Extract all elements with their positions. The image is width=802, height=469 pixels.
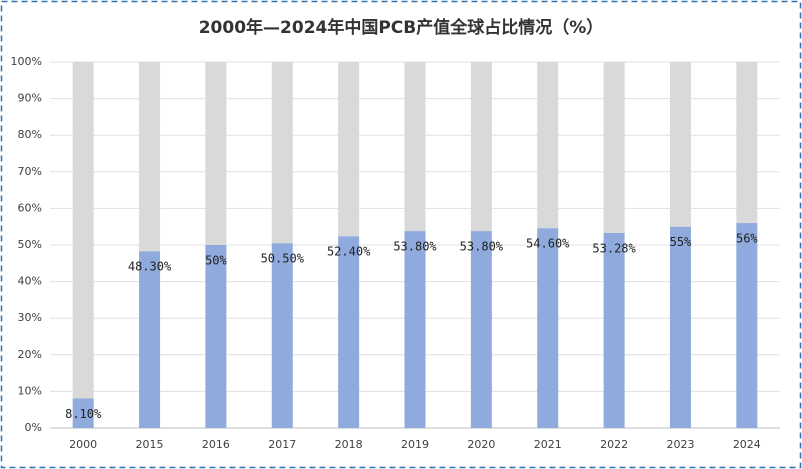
y-tick-label: 0%	[25, 421, 42, 434]
x-tick-label: 2000	[69, 438, 97, 451]
x-tick-label: 2020	[467, 438, 495, 451]
bar-segment	[470, 231, 492, 428]
x-tick-label: 2016	[202, 438, 230, 451]
data-label: 56%	[736, 232, 758, 246]
bar-segment	[338, 236, 360, 428]
bar-segment	[139, 62, 161, 252]
x-tick-label: 2024	[733, 438, 761, 451]
bar-segment	[603, 62, 625, 233]
bar-segment	[72, 398, 94, 428]
bar-segment	[669, 62, 691, 227]
bar-segment	[271, 243, 293, 428]
bar-segment	[736, 223, 758, 428]
x-tick-label: 2022	[600, 438, 628, 451]
y-tick-label: 90%	[18, 92, 42, 105]
x-tick-label: 2021	[534, 438, 562, 451]
x-tick-label: 2015	[136, 438, 164, 451]
bar-segment	[669, 226, 691, 428]
data-label: 8.10%	[65, 407, 102, 421]
y-tick-label: 80%	[18, 128, 42, 141]
bar-segment	[205, 62, 227, 245]
bar-segment	[736, 62, 758, 224]
data-label: 53.80%	[393, 240, 437, 254]
y-tick-label: 100%	[11, 55, 42, 68]
y-tick-label: 10%	[18, 384, 42, 397]
bar-segment	[537, 62, 559, 229]
y-tick-label: 20%	[18, 348, 42, 361]
bar-segment	[470, 62, 492, 232]
data-label: 48.30%	[128, 260, 172, 274]
data-label: 55%	[670, 235, 692, 249]
x-tick-label: 2023	[666, 438, 694, 451]
bar-segment	[205, 245, 227, 428]
y-tick-label: 40%	[18, 275, 42, 288]
bar-segment	[139, 251, 161, 428]
y-tick-label: 70%	[18, 165, 42, 178]
chart-title: 2000年—2024年中国PCB产值全球占比情况（%）	[199, 17, 604, 38]
data-label: 53.28%	[592, 241, 636, 255]
data-label: 52.40%	[327, 245, 371, 259]
bar-segment	[271, 62, 293, 244]
data-label: 50%	[205, 254, 227, 268]
data-label: 50.50%	[261, 252, 305, 266]
bar-segment	[338, 62, 360, 237]
x-tick-label: 2017	[268, 438, 296, 451]
x-tick-label: 2019	[401, 438, 429, 451]
bar-segment	[537, 228, 559, 428]
y-tick-label: 60%	[18, 201, 42, 214]
data-label: 53.80%	[460, 240, 504, 254]
x-tick-label: 2018	[335, 438, 363, 451]
bar-segment	[404, 231, 426, 428]
data-label: 54.60%	[526, 237, 570, 251]
y-tick-label: 30%	[18, 311, 42, 324]
bar-segment	[603, 232, 625, 428]
y-tick-label: 50%	[18, 238, 42, 251]
bar-segment	[72, 62, 94, 399]
bar-segment	[404, 62, 426, 232]
